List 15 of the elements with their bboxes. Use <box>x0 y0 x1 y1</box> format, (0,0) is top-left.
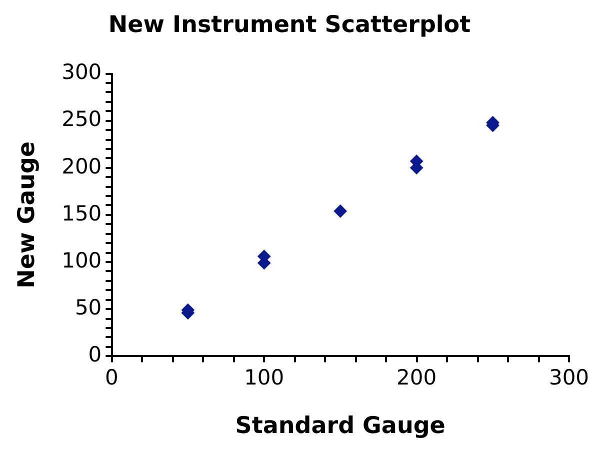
chart-title: New Instrument Scatterplot <box>108 12 471 38</box>
x-tick-label: 200 <box>396 365 437 390</box>
point <box>334 204 347 218</box>
x-axis-title: Standard Gauge <box>235 413 446 440</box>
y-tick-label: 50 <box>74 296 102 320</box>
y-tick-label: 100 <box>62 248 102 272</box>
y-tick-label: 0 <box>88 342 102 367</box>
y-tick-label: 150 <box>62 201 102 226</box>
x-tick-label: 100 <box>244 365 284 390</box>
x-tick-label: 0 <box>104 365 118 390</box>
y-axis-title: New Gauge <box>14 141 40 288</box>
x-tick-label: 300 <box>548 365 590 390</box>
y-tick-label: 200 <box>62 154 102 178</box>
y-tick-label: 250 <box>62 107 102 132</box>
y-tick-label: 300 <box>62 60 102 84</box>
